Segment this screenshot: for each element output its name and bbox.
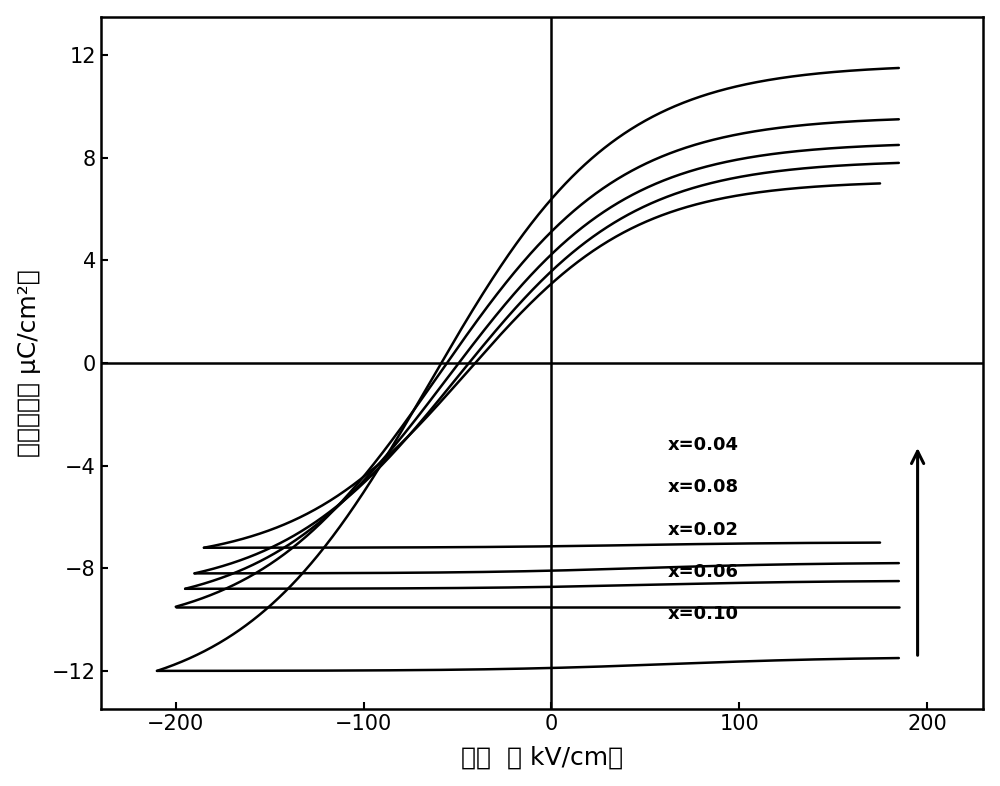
X-axis label: 场强  （ kV/cm）: 场强 （ kV/cm） — [461, 745, 623, 769]
Text: x=0.06: x=0.06 — [668, 563, 739, 581]
Text: x=0.04: x=0.04 — [668, 436, 739, 454]
Text: x=0.10: x=0.10 — [668, 605, 739, 623]
Text: x=0.08: x=0.08 — [668, 479, 739, 497]
Y-axis label: 极化强度（ μC/cm²）: 极化强度（ μC/cm²） — [17, 269, 41, 457]
Text: x=0.02: x=0.02 — [668, 521, 739, 538]
